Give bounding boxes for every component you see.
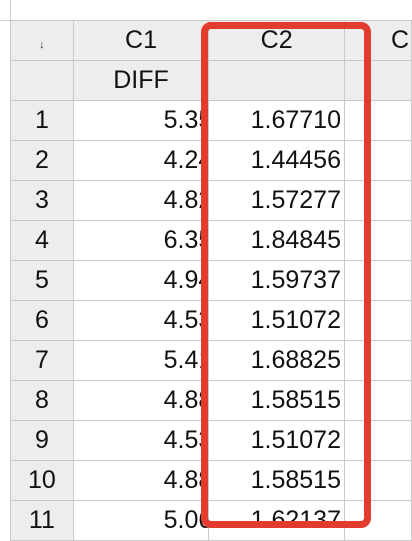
cell-c1[interactable]: 4.82 <box>72 180 210 221</box>
corner-cell[interactable]: ↓ <box>10 20 74 61</box>
row-number[interactable]: 1 <box>10 100 74 141</box>
cell-c1-value: 5.41 <box>163 346 209 374</box>
cell-c2[interactable]: 1.57277 <box>208 180 345 221</box>
down-arrow-icon[interactable]: ↓ <box>39 39 45 51</box>
table-row: 7 5.41 1.68825 <box>10 340 412 381</box>
formula-bar-divider <box>10 0 11 20</box>
table-row: 1 5.35 1.67710 <box>10 100 412 141</box>
column-header-c3[interactable]: C <box>344 20 412 61</box>
name-row-label <box>10 60 74 101</box>
cell-c3[interactable] <box>344 460 412 501</box>
table-row: 3 4.82 1.57277 <box>10 180 412 221</box>
table-row: 2 4.24 1.44456 <box>10 140 412 181</box>
row-number[interactable]: 2 <box>10 140 74 181</box>
table-row: 10 4.88 1.58515 <box>10 460 412 501</box>
row-number[interactable]: 3 <box>10 180 74 221</box>
cell-c1-value: 4.24 <box>163 146 209 174</box>
cell-c2[interactable]: 1.59737 <box>208 260 345 301</box>
row-number[interactable]: 10 <box>10 460 74 501</box>
cell-c1[interactable]: 5.06 <box>72 500 210 541</box>
cell-c1-value: 4.94 <box>163 266 209 294</box>
table-row: 5 4.94 1.59737 <box>10 260 412 301</box>
cell-c3[interactable] <box>344 500 412 541</box>
table-row: 8 4.88 1.58515 <box>10 380 412 421</box>
cell-c1[interactable]: 4.94 <box>72 260 210 301</box>
table-row: 11 5.06 1.62137 <box>10 500 412 541</box>
cell-c1[interactable]: 5.35 <box>72 100 210 141</box>
cell-c3[interactable] <box>344 420 412 461</box>
column-name-c1[interactable]: DIFF <box>72 60 210 101</box>
row-number[interactable]: 9 <box>10 420 74 461</box>
cell-c3[interactable] <box>344 260 412 301</box>
cell-c2[interactable]: 1.58515 <box>208 460 345 501</box>
cell-c2[interactable]: 1.51072 <box>208 300 345 341</box>
data-grid: ↓ C1 C2 C DIFF 1 5.35 1.67710 2 4.24 1.44456 3… <box>10 20 412 541</box>
formula-bar[interactable] <box>0 0 412 21</box>
cell-c1[interactable]: 4.53 <box>72 300 210 341</box>
cell-c3[interactable] <box>344 180 412 221</box>
row-number[interactable]: 4 <box>10 220 74 261</box>
cell-c1-value: 5.35 <box>163 106 209 134</box>
cell-c3[interactable] <box>344 380 412 421</box>
table-row: 4 6.35 1.84845 <box>10 220 412 261</box>
cell-c1[interactable]: 4.88 <box>72 380 210 421</box>
table-row: 9 4.53 1.51072 <box>10 420 412 461</box>
cell-c2[interactable]: 1.58515 <box>208 380 345 421</box>
column-name-c3[interactable] <box>344 60 412 101</box>
row-number[interactable]: 8 <box>10 380 74 421</box>
cell-c3[interactable] <box>344 100 412 141</box>
cell-c2[interactable]: 1.51072 <box>208 420 345 461</box>
cell-c1[interactable]: 4.88 <box>72 460 210 501</box>
cell-c3[interactable] <box>344 140 412 181</box>
row-number[interactable]: 7 <box>10 340 74 381</box>
cell-c2[interactable]: 1.62137 <box>208 500 345 541</box>
column-header-c2[interactable]: C2 <box>208 20 345 61</box>
row-number[interactable]: 11 <box>10 500 74 541</box>
cell-c3[interactable] <box>344 220 412 261</box>
cell-c1-value: 4.53 <box>163 306 209 334</box>
table-row: 6 4.53 1.51072 <box>10 300 412 341</box>
cell-c2[interactable]: 1.68825 <box>208 340 345 381</box>
cell-c1-value: 4.53 <box>163 426 209 454</box>
row-number[interactable]: 6 <box>10 300 74 341</box>
cell-c1-value: 6.35 <box>163 226 209 254</box>
column-name-c2[interactable] <box>208 60 345 101</box>
cell-c1[interactable]: 4.24 <box>72 140 210 181</box>
cell-c3[interactable] <box>344 340 412 381</box>
cell-c2[interactable]: 1.44456 <box>208 140 345 181</box>
cell-c1-value: 5.06 <box>163 506 209 534</box>
cell-c1-value: 4.88 <box>163 466 209 494</box>
cell-c2[interactable]: 1.67710 <box>208 100 345 141</box>
cell-c2[interactable]: 1.84845 <box>208 220 345 261</box>
cell-c1-value: 4.88 <box>163 386 209 414</box>
cell-c1[interactable]: 6.35 <box>72 220 210 261</box>
column-header-c1[interactable]: C1 <box>72 20 210 61</box>
row-number[interactable]: 5 <box>10 260 74 301</box>
cell-c3[interactable] <box>344 300 412 341</box>
cell-c1[interactable]: 4.53 <box>72 420 210 461</box>
cell-c1[interactable]: 5.41 <box>72 340 210 381</box>
cell-c1-value: 4.82 <box>163 186 209 214</box>
